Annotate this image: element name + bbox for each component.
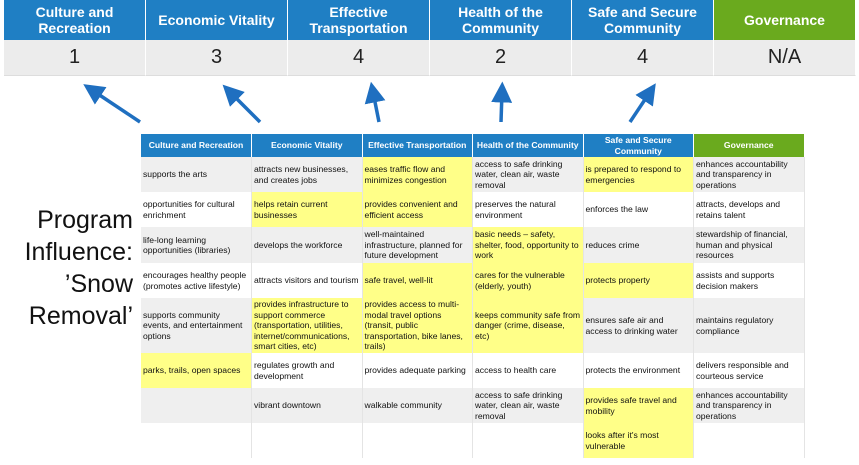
table-cell: preserves the natural environment: [472, 192, 584, 227]
table-row: opportunities for cultural enrichment hel…: [141, 192, 805, 227]
arrow-icon: [364, 81, 386, 123]
table-cell: [251, 423, 363, 458]
table-cell: enhances accountability and transparency…: [693, 157, 805, 192]
category-header: Governance: [714, 0, 856, 40]
table-cell: regulates growth and development: [251, 353, 363, 388]
table-cell: provides adequate parking: [362, 353, 473, 388]
arrow-icon: [628, 83, 656, 123]
table-cell: looks after it's most vulnerable: [583, 423, 694, 458]
table-cell: attracts new businesses, and creates job…: [251, 157, 363, 192]
table-cell: supports the arts: [141, 157, 252, 192]
table-cell: provides access to multi-modal travel op…: [362, 298, 473, 353]
table-row: parks, trails, open spaces regulates grow…: [141, 353, 805, 388]
table-header: Safe and Secure Community: [583, 134, 694, 157]
table-cell: access to safe drinking water, clean air…: [472, 388, 584, 423]
table-header: Governance: [693, 134, 805, 157]
category-header: Economic Vitality: [146, 0, 288, 40]
category-header: Safe and Secure Community: [572, 0, 714, 40]
table-row: looks after it's most vulnerable: [141, 423, 805, 458]
table-cell: protects property: [583, 263, 694, 298]
table-row: supports the arts attracts new businesses…: [141, 157, 805, 192]
table-cell: stewardship of financial, human and phys…: [693, 227, 805, 263]
arrow-icon: [222, 84, 262, 124]
table-header: Effective Transportation: [362, 134, 473, 157]
category-score: 1: [4, 40, 146, 76]
arrow-icon: [491, 81, 513, 123]
table-cell: ensures safe air and access to drinking …: [583, 298, 694, 353]
table-cell: [141, 423, 252, 458]
table-cell: maintains regulatory compliance: [693, 298, 805, 353]
table-cell: basic needs – safety, shelter, food, opp…: [472, 227, 584, 263]
table-cell: assists and supports decision makers: [693, 263, 805, 298]
table-cell: supports community events, and entertain…: [141, 298, 252, 353]
table-row: supports community events, and entertain…: [141, 298, 805, 353]
category-score: 2: [430, 40, 572, 76]
program-influence-title: Program Influence: ’Snow Removal’: [0, 204, 133, 332]
table-cell: opportunities for cultural enrichment: [141, 192, 252, 227]
table-cell: [362, 423, 473, 458]
influence-table: Culture and Recreation Economic Vitality E…: [141, 134, 805, 458]
table-cell: attracts, develops and retains talent: [693, 192, 805, 227]
table-row: life-long learning opportunities (librar…: [141, 227, 805, 263]
table-cell: parks, trails, open spaces: [141, 353, 252, 388]
table-cell: walkable community: [362, 388, 473, 423]
table-header: Health of the Community: [472, 134, 584, 157]
table-row: encourages healthy people (promotes acti…: [141, 263, 805, 298]
category-header: Culture and Recreation: [4, 0, 146, 40]
table-cell: develops the workforce: [251, 227, 363, 263]
title-line: ’Snow: [64, 270, 133, 298]
category-score: 3: [146, 40, 288, 76]
title-line: Program: [37, 206, 133, 234]
arrow-icon: [83, 84, 141, 124]
table-cell: reduces crime: [583, 227, 694, 263]
table-cell: access to health care: [472, 353, 584, 388]
table-cell: life-long learning opportunities (librar…: [141, 227, 252, 263]
table-cell: provides convenient and efficient access: [362, 192, 473, 227]
table-header: Culture and Recreation: [141, 134, 252, 157]
category-score: 4: [572, 40, 714, 76]
category-header: Effective Transportation: [288, 0, 430, 40]
table-cell: keeps community safe from danger (crime,…: [472, 298, 584, 353]
category-header: Health of the Community: [430, 0, 572, 40]
category-score: 4: [288, 40, 430, 76]
category-score: N/A: [714, 40, 856, 76]
table-cell: protects the environment: [583, 353, 694, 388]
table-cell: [141, 388, 252, 423]
table-header: Economic Vitality: [251, 134, 363, 157]
category-score-header: Culture and Recreation 1 Economic Vitality…: [4, 0, 856, 76]
title-line: Removal’: [28, 302, 133, 330]
table-cell: attracts visitors and tourism: [251, 263, 363, 298]
table-cell: provides safe travel and mobility: [583, 388, 694, 423]
table-cell: enhances accountability and transparency…: [693, 388, 805, 423]
table-cell: cares for the vulnerable (elderly, youth…: [472, 263, 584, 298]
table-cell: [472, 423, 584, 458]
table-cell: safe travel, well-lit: [362, 263, 473, 298]
table-cell: encourages healthy people (promotes acti…: [141, 263, 252, 298]
table-cell: enforces the law: [583, 192, 694, 227]
title-line: Influence:: [24, 238, 133, 266]
table-cell: well-maintained infrastructure, planned …: [362, 227, 473, 263]
table-cell: helps retain current businesses: [251, 192, 363, 227]
table-cell: vibrant downtown: [251, 388, 363, 423]
table-cell: eases traffic flow and minimizes congest…: [362, 157, 473, 192]
table-cell: [693, 423, 805, 458]
table-cell: access to safe drinking water, clean air…: [472, 157, 584, 192]
arrows: [83, 81, 656, 124]
table-cell: delivers responsible and courteous servi…: [693, 353, 805, 388]
table-cell: is prepared to respond to emergencies: [583, 157, 694, 192]
table-cell: provides infrastructure to support comme…: [251, 298, 363, 353]
table-row: vibrant downtown walkable community access…: [141, 388, 805, 423]
